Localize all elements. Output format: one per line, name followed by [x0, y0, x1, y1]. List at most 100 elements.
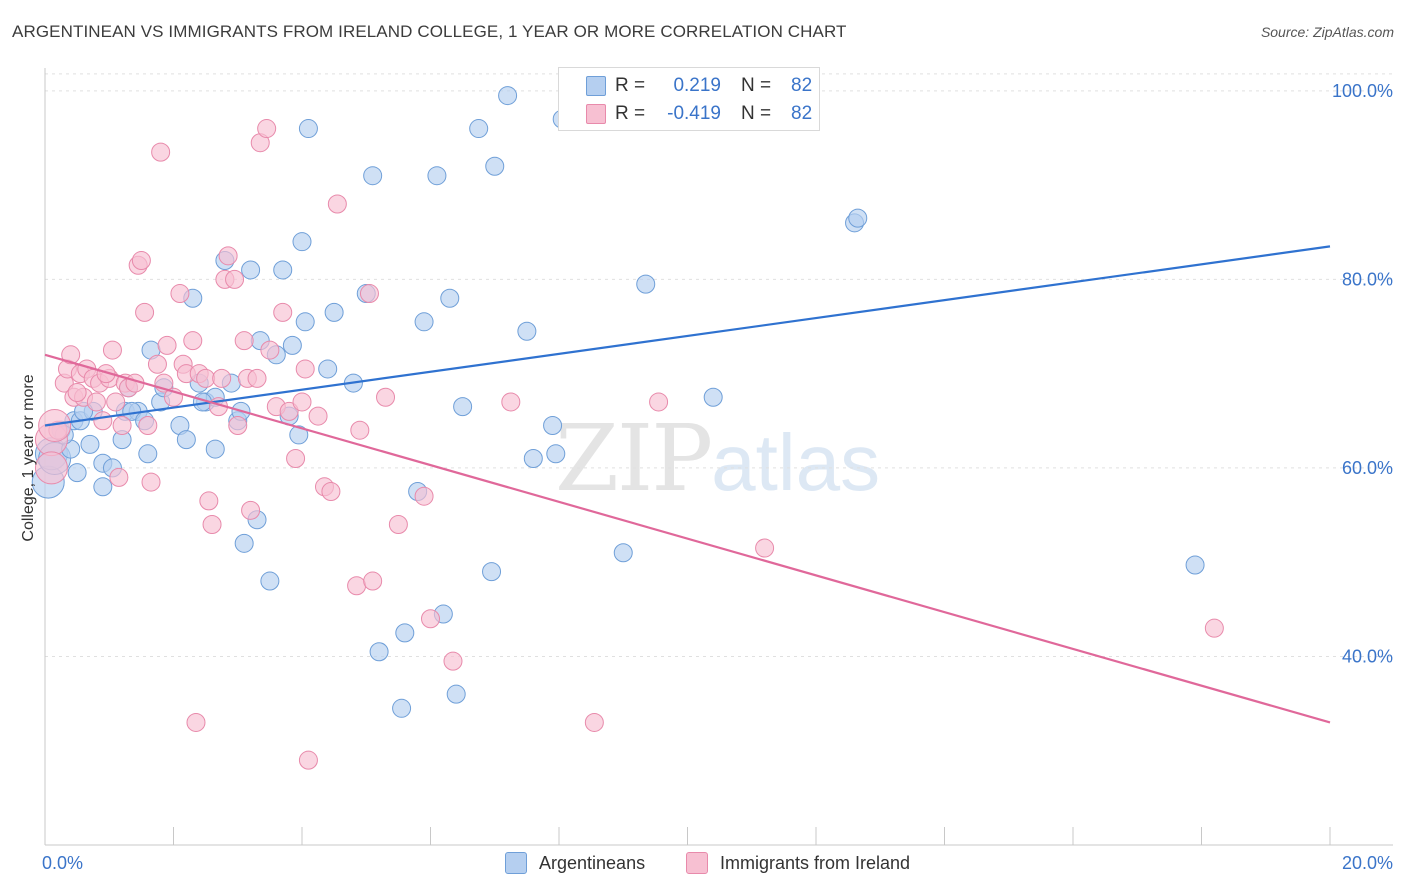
scatter-point — [392, 698, 412, 718]
watermark-zip: ZIP — [555, 405, 713, 512]
scatter-point — [228, 416, 248, 436]
corr-row-ireland: R = -0.419 N = 82 — [615, 101, 812, 127]
scatter-point — [260, 571, 280, 591]
scatter-point — [498, 86, 518, 106]
scatter-point — [241, 260, 261, 280]
scatter-point — [482, 562, 502, 582]
legend-item-argentineans[interactable]: Argentineans — [505, 852, 645, 874]
scatter-point — [703, 387, 723, 407]
scatter-point — [395, 623, 415, 643]
chart-title: ARGENTINEAN VS IMMIGRANTS FROM IRELAND C… — [12, 22, 847, 41]
scatter-point — [440, 288, 460, 308]
trend-lines — [44, 245, 1331, 724]
scatter-point — [212, 368, 232, 388]
scatter-point — [298, 119, 318, 139]
watermark-atlas: atlas — [711, 418, 881, 507]
y-tick-label: 100.0% — [1332, 81, 1393, 101]
scatter-point — [93, 477, 113, 497]
legend-item-ireland[interactable]: Immigrants from Ireland — [686, 852, 910, 874]
scatter-point — [170, 284, 190, 304]
corr-r-value: 0.219 — [673, 75, 721, 96]
scatter-point — [469, 119, 489, 139]
scatter-point — [636, 274, 656, 294]
scatter-point — [279, 401, 299, 421]
scatter-point — [273, 260, 293, 280]
corr-swatch-pink — [586, 104, 606, 124]
scatter-point — [485, 156, 505, 176]
scatter-point — [241, 500, 261, 520]
scatter-point — [67, 463, 87, 483]
scatter-point — [112, 416, 132, 436]
scatter-point — [86, 392, 106, 412]
scatter-point — [318, 359, 338, 379]
axes — [44, 68, 1393, 846]
scatter-point — [363, 166, 383, 186]
corr-r-label: R = — [615, 103, 646, 124]
x-tick-label: 0.0% — [42, 853, 83, 873]
scatter-point — [369, 642, 389, 662]
scatter-point — [347, 576, 367, 596]
scatter-point — [327, 194, 347, 214]
scatter-point — [443, 651, 463, 671]
series-immigrants-ireland — [34, 119, 1224, 770]
scatter-point — [546, 444, 566, 464]
scatter-point — [131, 251, 151, 271]
scatter-point — [584, 712, 604, 732]
corr-n-value: 82 — [791, 75, 813, 96]
scatter-point — [289, 425, 309, 445]
scatter-point — [282, 335, 302, 355]
scatter-point — [453, 397, 473, 417]
scatter-point — [225, 269, 245, 289]
scatter-point — [848, 208, 868, 228]
scatter-point — [38, 409, 72, 443]
scatter-point — [176, 430, 196, 450]
y-tick-label: 80.0% — [1342, 269, 1393, 289]
scatter-point — [205, 439, 225, 459]
scatter-point — [151, 142, 171, 162]
scatter-point — [234, 331, 254, 351]
scatter-point — [93, 411, 113, 431]
scatter-point — [649, 392, 669, 412]
scatter-point — [308, 406, 328, 426]
scatter-point — [359, 284, 379, 304]
corr-row-argentineans: R = 0.219 N = 82 — [615, 73, 812, 99]
scatter-point — [501, 392, 521, 412]
corr-n-value: 82 — [791, 103, 813, 124]
corr-r-label: R = — [615, 75, 646, 96]
scatter-point — [34, 451, 68, 485]
scatter-point — [196, 368, 216, 388]
scatter-point — [298, 750, 318, 770]
scatter-point — [186, 712, 206, 732]
scatter-point — [61, 345, 81, 365]
scatter-point — [157, 335, 177, 355]
corr-swatch-blue — [586, 76, 606, 96]
scatter-point — [295, 312, 315, 332]
scatter-point — [321, 481, 341, 501]
scatter-point — [414, 486, 434, 506]
scatter-point — [273, 302, 293, 322]
legend-label: Argentineans — [539, 852, 646, 873]
scatter-point — [324, 302, 344, 322]
trend-line-argentineans — [44, 245, 1331, 427]
correlation-box: R = 0.219 N = 82 R = -0.419 N = 82 — [558, 67, 820, 131]
scatter-point — [67, 383, 87, 403]
scatter-point — [183, 331, 203, 351]
scatter-point — [350, 420, 370, 440]
scatter-point — [388, 514, 408, 534]
scatter-point — [292, 392, 312, 412]
scatter-point — [247, 368, 267, 388]
scatter-point — [1204, 618, 1224, 638]
scatter-point — [102, 340, 122, 360]
scatter-point — [517, 321, 537, 341]
scatter-point — [202, 514, 222, 534]
scatter-point — [80, 434, 100, 454]
scatter-point — [218, 246, 238, 266]
scatter-point — [138, 444, 158, 464]
scatter-point — [446, 684, 466, 704]
corr-n-label: N = — [741, 103, 772, 124]
legend-label: Immigrants from Ireland — [720, 852, 911, 873]
scatter-point — [257, 119, 277, 139]
y-axis-label: College, 1 year or more — [20, 374, 37, 542]
scatter-point — [260, 340, 280, 360]
